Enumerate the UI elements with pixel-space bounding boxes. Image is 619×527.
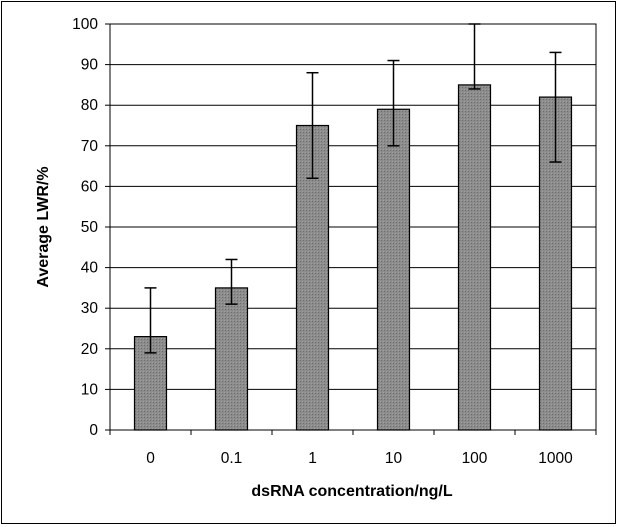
x-axis-title: dsRNA concentration/ng/L: [251, 483, 452, 500]
bar: [457, 84, 492, 431]
error-bar: [468, 23, 481, 90]
y-tick-label: 50: [81, 219, 99, 236]
error-bar: [549, 51, 562, 163]
x-tick-label: 0: [146, 450, 155, 467]
y-axis-title: Average LWR/%: [35, 166, 52, 287]
bar: [214, 287, 249, 431]
axes: [105, 23, 597, 435]
y-tick-label: 20: [81, 341, 99, 358]
error-bar: [387, 59, 400, 147]
plot-area-border: [109, 23, 597, 431]
y-tick-label: 90: [81, 57, 99, 74]
bars: [133, 84, 573, 431]
error-bar: [225, 258, 238, 305]
y-tick-label: 30: [81, 300, 99, 317]
y-tick-label: 70: [81, 138, 99, 155]
y-tick-label: 100: [72, 16, 98, 33]
x-tick-label: 1: [308, 450, 317, 467]
bar: [376, 108, 411, 431]
error-bars: [144, 23, 562, 354]
error-bar: [306, 71, 319, 180]
error-bar: [144, 287, 157, 354]
gridlines: [110, 23, 596, 390]
x-tick-label: 1000: [538, 450, 573, 467]
y-tick-label: 0: [89, 422, 98, 439]
x-tick-label: 10: [385, 450, 403, 467]
x-tick-label: 100: [462, 450, 488, 467]
y-tick-label: 10: [81, 381, 99, 398]
y-tick-label: 60: [81, 178, 99, 195]
y-tick-label: 80: [81, 97, 99, 114]
x-tick-label: 0.1: [221, 450, 243, 467]
y-tick-label: 40: [81, 260, 99, 277]
